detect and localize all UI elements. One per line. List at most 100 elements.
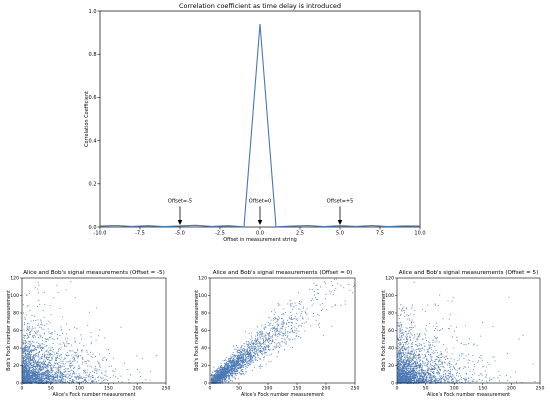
scatter-point (48, 377, 50, 379)
scatter-point (476, 344, 478, 346)
scatter-point (233, 361, 235, 363)
scatter-point (236, 362, 238, 363)
scatter-point (45, 378, 47, 380)
scatter-point (42, 367, 44, 369)
scatter-point (34, 381, 36, 383)
scatter-point (241, 361, 242, 363)
scatter-point (32, 345, 34, 346)
scatter-point (24, 339, 26, 341)
scatter-point (46, 376, 48, 378)
scatter-point (331, 306, 333, 308)
scatter-point (242, 358, 244, 360)
scatter-point (302, 307, 304, 309)
scatter-point (456, 373, 458, 374)
scatter-point (244, 348, 246, 350)
scatter-point (276, 323, 278, 325)
scatter-point (42, 373, 44, 374)
scatter-point (223, 375, 225, 377)
scatter-point (30, 355, 32, 357)
scatter-point (401, 332, 402, 334)
scatter-point (84, 369, 86, 371)
scatter-point (417, 337, 419, 339)
scatter-point (231, 359, 233, 361)
scatter-point (88, 376, 90, 378)
scatter-point (227, 382, 229, 384)
scatter-point (235, 363, 237, 365)
scatter-point (46, 374, 48, 376)
scatter-point (65, 373, 67, 375)
scatter-point (26, 327, 28, 329)
scatter-point (35, 332, 36, 334)
scatter-point (450, 382, 452, 383)
scatter-point (40, 319, 42, 321)
scatter-point (37, 381, 39, 382)
scatter-point (59, 381, 61, 383)
scatter-point (227, 368, 228, 370)
scatter-point (227, 375, 229, 377)
scatter-point (35, 368, 37, 370)
scatter-point (226, 368, 227, 370)
scatter-point (78, 382, 80, 383)
scatter-point (431, 352, 433, 354)
y-tick-label: 20 (201, 363, 207, 369)
scatter-point (228, 359, 230, 360)
scatter-point (37, 347, 39, 348)
scatter-point (28, 382, 30, 384)
scatter-point (248, 355, 250, 357)
scatter-point (29, 347, 31, 348)
scatter-point (434, 346, 436, 348)
scatter-point (36, 379, 37, 381)
scatter-point (241, 345, 243, 347)
scatter-points (397, 282, 536, 384)
scatter-point (269, 343, 271, 345)
scatter-point (28, 329, 30, 331)
scatter-point (120, 326, 122, 328)
scatter-point (85, 372, 87, 374)
scatter-point (141, 382, 143, 383)
scatter-point (103, 380, 104, 381)
scatter-point (38, 376, 40, 377)
scatter-point (46, 377, 48, 378)
scatter-point (238, 365, 240, 367)
scatter-point (281, 314, 283, 316)
scatter-point (70, 350, 72, 352)
scatter-point (37, 366, 38, 368)
scatter-point (228, 365, 230, 367)
scatter-point (268, 334, 270, 336)
scatter-point (36, 362, 38, 363)
scatter-point (26, 378, 28, 380)
scatter-point (32, 381, 34, 382)
scatter-point (297, 292, 299, 294)
scatter-point (246, 361, 248, 363)
scatter-point (64, 345, 65, 347)
scatter-point (26, 369, 28, 371)
scatter-point (440, 375, 442, 377)
scatter-point (81, 338, 82, 340)
scatter-point (225, 360, 227, 361)
scatter-point (268, 333, 270, 335)
scatter-point (27, 372, 29, 373)
scatter-point (282, 325, 284, 327)
scatter-point (211, 374, 213, 376)
scatter-point (245, 359, 247, 361)
scatter-point (156, 355, 158, 356)
scatter-point (414, 352, 415, 354)
scatter-point (440, 369, 441, 370)
scatter-point (48, 357, 49, 358)
scatter-point (66, 341, 68, 342)
scatter-point (224, 380, 226, 382)
scatter-point (253, 355, 255, 357)
scatter-point (47, 369, 48, 371)
scatter-point (25, 330, 27, 332)
scatter-point (41, 382, 43, 384)
scatter-point (229, 370, 231, 372)
scatter-point (259, 331, 260, 333)
scatter-point (26, 380, 28, 382)
scatter-point (252, 348, 254, 350)
scatter-point (46, 372, 48, 374)
scatter-point (261, 330, 263, 332)
scatter-point (78, 356, 80, 358)
scatter-panel-2: Alice and Bob's signal measurements (Off… (194, 270, 359, 398)
scatter-point (438, 354, 440, 356)
